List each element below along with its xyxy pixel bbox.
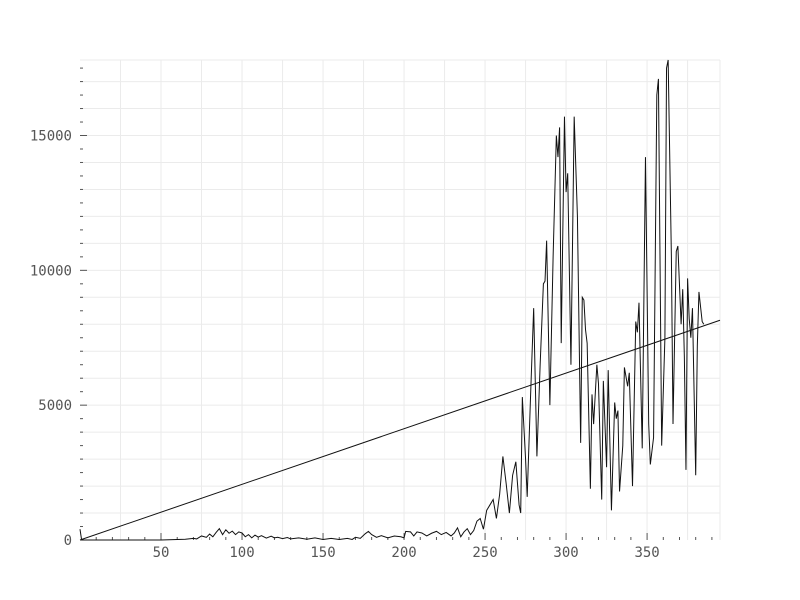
series: [79, 59, 721, 541]
series-line-trend: [79, 319, 721, 541]
x-tick-label: 150: [310, 545, 335, 561]
y-tick-label: 0: [64, 533, 72, 549]
x-tick-label: 250: [472, 545, 497, 561]
x-tick-label: 300: [553, 545, 578, 561]
x-tick-label: 350: [634, 545, 659, 561]
x-tick-label: 50: [153, 545, 170, 561]
y-tick-label: 10000: [30, 263, 72, 279]
y-tick-label: 5000: [38, 398, 72, 414]
x-tick-label: 100: [229, 545, 254, 561]
x-tick-label: 200: [391, 545, 416, 561]
y-tick-label: 15000: [30, 129, 72, 145]
series-line-data: [79, 59, 705, 541]
tick-labels: 50 100 150 200 250 300 350 0 5000 10000 15000: [30, 129, 660, 561]
